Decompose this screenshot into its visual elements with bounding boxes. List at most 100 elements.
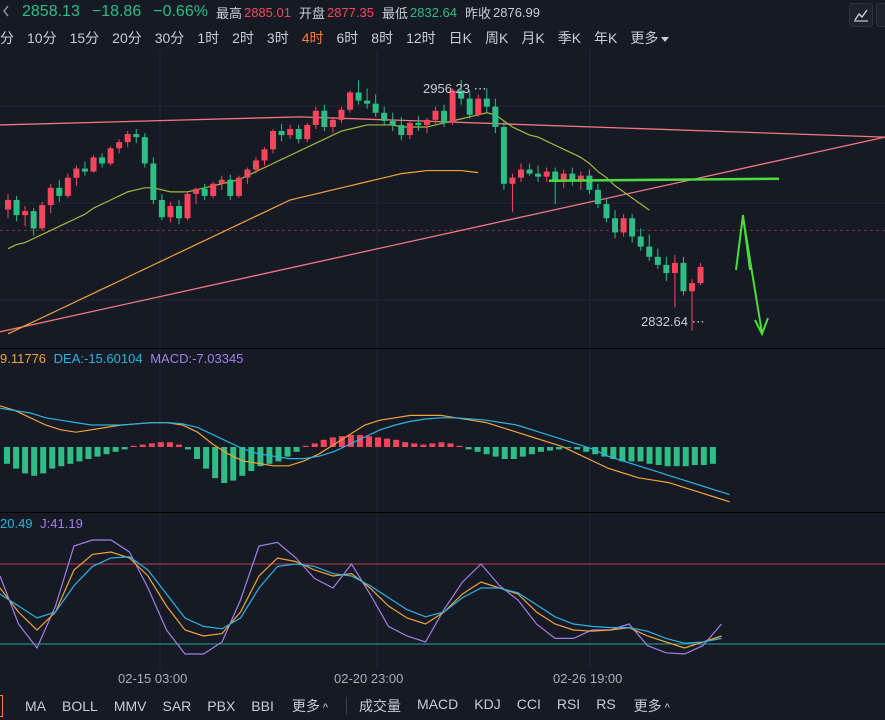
- candle-body: [586, 175, 593, 190]
- macd-histogram-bar: [293, 447, 300, 452]
- macd-histogram-bar: [664, 447, 671, 467]
- timeframe-15[interactable]: 季K: [557, 30, 582, 46]
- low-value: 2832.64: [410, 4, 457, 20]
- candle-body: [244, 169, 251, 178]
- candle-body: [252, 160, 259, 170]
- high-marker-label: 2956.23 ⋯: [423, 81, 487, 96]
- chevron-left-icon[interactable]: [2, 5, 12, 20]
- candle-body: [432, 110, 439, 120]
- timeframe-14[interactable]: 月K: [521, 30, 545, 46]
- timeframe-8[interactable]: 4时: [301, 30, 324, 46]
- sub-indicator-3[interactable]: CCI: [516, 696, 541, 712]
- sub-indicators: 成交量 MACD KDJ CCI RSI RS: [359, 696, 632, 716]
- timeframe-more-button[interactable]: 更多: [630, 28, 669, 48]
- sub-indicator-5[interactable]: RS: [596, 696, 616, 712]
- candle-body: [535, 173, 542, 177]
- timeframe-10[interactable]: 8时: [371, 30, 394, 46]
- timeframe-4[interactable]: 30分: [154, 30, 185, 46]
- macd-histogram-bar: [329, 437, 336, 447]
- timeframe-11[interactable]: 12时: [406, 30, 436, 46]
- candle-body: [663, 264, 670, 273]
- pane-divider: [0, 512, 885, 513]
- candle-body: [389, 120, 396, 125]
- main-indicator-2[interactable]: MMV: [113, 698, 147, 714]
- candle-body: [406, 122, 413, 136]
- kdj-j-line: [0, 539, 722, 655]
- timeframe-16[interactable]: 年K: [594, 30, 618, 46]
- candle-body: [158, 199, 165, 218]
- candle-body: [398, 124, 405, 136]
- timeframe-1[interactable]: 10分: [27, 30, 57, 46]
- macd-histogram-bar: [691, 447, 698, 465]
- high-value: 2885.01: [243, 4, 291, 20]
- kdj-d-line: [0, 556, 722, 644]
- price-change: −18.86: [91, 3, 142, 20]
- kdj-k-line: [0, 551, 722, 649]
- timeframe-9[interactable]: 6时: [336, 30, 359, 46]
- sub-indicator-2[interactable]: KDJ: [474, 696, 501, 712]
- candle-body: [355, 92, 362, 101]
- toolbar-button-partial[interactable]: [876, 3, 885, 27]
- draw-tool-icon[interactable]: [849, 3, 873, 27]
- candle-body: [594, 189, 601, 205]
- candle-body: [338, 109, 345, 120]
- sub-indicator-0[interactable]: 成交量: [359, 698, 402, 714]
- main-indicator-1[interactable]: BOLL: [62, 698, 98, 714]
- timeframe-13[interactable]: 周K: [485, 30, 509, 46]
- candle-body: [73, 168, 80, 178]
- macd-histogram-bar: [510, 447, 517, 459]
- timeframe-2[interactable]: 15分: [69, 30, 100, 46]
- candle-body: [64, 177, 71, 196]
- chart-canvas[interactable]: 2956.23 ⋯ 2832.64 ⋯: [0, 0, 885, 692]
- macd-histogram-bar: [375, 437, 382, 447]
- candle-body: [304, 124, 311, 140]
- timeframe-12[interactable]: 日K: [448, 30, 473, 46]
- time-axis-label: 02-20 23:00: [334, 671, 404, 686]
- macd-histogram-bar: [610, 447, 617, 459]
- pane-divider: [0, 348, 885, 349]
- candle-body: [680, 262, 687, 292]
- sub-indicator-4[interactable]: RSI: [556, 696, 581, 712]
- timeframe-3[interactable]: 20分: [112, 30, 142, 46]
- candle-body: [689, 283, 695, 292]
- timeframe-6[interactable]: 2时: [232, 30, 254, 46]
- macd-histogram-bar: [94, 447, 101, 457]
- timeframe-7[interactable]: 3时: [266, 30, 289, 46]
- candle-body: [227, 179, 234, 196]
- indicator-bar: MA BOLL MMV SAR PBX BBI 更多 成交量 MACD KDJ CCI RSI RS…: [0, 692, 885, 720]
- macd-histogram-bar: [619, 447, 626, 462]
- main-indicators: MA BOLL MMV SAR PBX BBI: [25, 698, 290, 714]
- candle-body: [381, 112, 388, 121]
- timeframe-5[interactable]: 1时: [197, 30, 220, 46]
- main-indicator-4[interactable]: PBX: [207, 698, 236, 714]
- macd-histogram-bar: [103, 447, 110, 455]
- kdj-j-value: 41.19: [50, 516, 83, 531]
- candle-body: [415, 122, 422, 125]
- main-indicators-more[interactable]: 更多: [292, 696, 328, 716]
- timeframe-0[interactable]: 分: [0, 30, 14, 46]
- candle-body: [372, 103, 379, 113]
- last-price: 2858.13: [22, 3, 80, 20]
- macd-histogram-bar: [366, 436, 372, 447]
- macd-histogram-bar: [356, 435, 363, 447]
- macd-histogram-bar: [67, 447, 74, 464]
- sub-indicators-more[interactable]: 更多: [634, 696, 670, 716]
- macd-histogram-bar: [139, 444, 146, 447]
- main-indicator-3[interactable]: SAR: [162, 698, 192, 714]
- candle-body: [526, 169, 533, 174]
- open-value: 2877.35: [326, 4, 374, 20]
- macd-histogram-bar: [574, 447, 581, 450]
- macd-histogram-bar: [537, 447, 544, 452]
- main-indicator-0[interactable]: MA: [25, 698, 46, 714]
- macd-dea-line: [0, 407, 730, 496]
- macd-histogram-bar: [628, 447, 635, 462]
- candle-body: [509, 177, 516, 184]
- sub-indicator-1[interactable]: MACD: [417, 696, 459, 712]
- candle-body: [629, 218, 636, 237]
- macd-histogram-bar: [501, 447, 508, 459]
- low-label: 最低: [381, 5, 408, 21]
- candle-body: [560, 173, 567, 182]
- trend-line-lower: [0, 136, 885, 333]
- main-indicator-5[interactable]: BBI: [251, 698, 274, 714]
- macd-histogram-bar: [637, 447, 644, 462]
